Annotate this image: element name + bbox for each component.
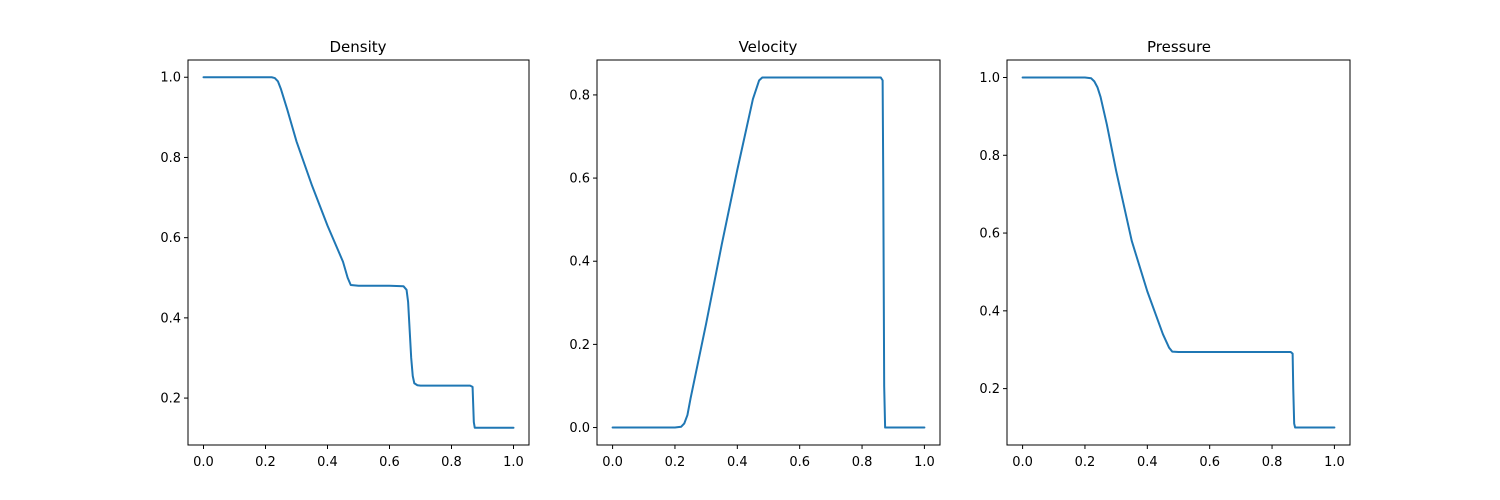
pressure-x-tick-label: 0.6 bbox=[1199, 455, 1220, 470]
pressure-y-tick-label: 1.0 bbox=[979, 71, 1000, 86]
pressure-title: Pressure bbox=[1147, 38, 1211, 56]
density-x-tick-label: 0.6 bbox=[379, 455, 400, 470]
velocity-panel: Velocity 0.0 0.2 0.4 0.6 0.8 1.0 0.0 0.2 0.4 0.6… bbox=[569, 38, 941, 470]
pressure-y-tick-label: 0.4 bbox=[979, 304, 1000, 319]
pressure-y-tick-label: 0.2 bbox=[979, 382, 1000, 397]
velocity-series-line bbox=[611, 76, 926, 429]
density-x-tick-label: 0.8 bbox=[441, 455, 462, 470]
velocity-y-tick-label: 0.0 bbox=[569, 421, 590, 436]
pressure-axes-frame bbox=[1006, 59, 1351, 446]
density-x-tick-label: 1.0 bbox=[503, 455, 524, 470]
density-x-tick-label: 0.2 bbox=[255, 455, 276, 470]
density-y-tick-label: 0.8 bbox=[160, 151, 181, 166]
velocity-y-tick-label: 0.6 bbox=[569, 172, 590, 187]
pressure-series bbox=[1021, 76, 1336, 429]
velocity-x-tick-label: 0.6 bbox=[789, 455, 810, 470]
density-x-tick-label: 0.0 bbox=[193, 455, 214, 470]
velocity-y-tick-label: 0.8 bbox=[569, 88, 590, 103]
density-x-ticks: 0.0 0.2 0.4 0.6 0.8 1.0 bbox=[193, 445, 524, 470]
pressure-series-line bbox=[1021, 76, 1336, 429]
density-title: Density bbox=[329, 38, 386, 56]
density-y-tick-label: 0.4 bbox=[160, 311, 181, 326]
density-series-line bbox=[202, 76, 515, 429]
density-y-tick-label: 0.2 bbox=[160, 392, 181, 407]
velocity-title: Velocity bbox=[739, 38, 798, 56]
pressure-x-tick-label: 0.2 bbox=[1075, 455, 1096, 470]
velocity-x-tick-label: 0.8 bbox=[852, 455, 873, 470]
density-series bbox=[202, 76, 515, 429]
density-y-tick-label: 0.6 bbox=[160, 231, 181, 246]
velocity-axes-frame bbox=[596, 59, 941, 446]
pressure-x-tick-label: 0.8 bbox=[1262, 455, 1283, 470]
pressure-panel: Pressure 0.0 0.2 0.4 0.6 0.8 1.0 0.2 0.4 0.6 0.8… bbox=[979, 38, 1351, 470]
pressure-x-tick-label: 1.0 bbox=[1324, 455, 1345, 470]
pressure-y-tick-label: 0.6 bbox=[979, 227, 1000, 242]
velocity-y-tick-label: 0.2 bbox=[569, 338, 590, 353]
density-y-tick-label: 1.0 bbox=[160, 71, 181, 86]
velocity-x-tick-label: 1.0 bbox=[914, 455, 935, 470]
pressure-x-tick-label: 0.0 bbox=[1012, 455, 1033, 470]
density-x-tick-label: 0.4 bbox=[317, 455, 338, 470]
velocity-x-tick-label: 0.2 bbox=[665, 455, 686, 470]
density-panel: Density 0.0 0.2 0.4 0.6 0.8 1.0 0.2 0.4 0.6 0.8 1… bbox=[160, 38, 530, 470]
pressure-x-ticks: 0.0 0.2 0.4 0.6 0.8 1.0 bbox=[1012, 445, 1345, 470]
velocity-series bbox=[611, 76, 926, 429]
velocity-x-ticks: 0.0 0.2 0.4 0.6 0.8 1.0 bbox=[602, 445, 935, 470]
velocity-x-tick-label: 0.0 bbox=[602, 455, 623, 470]
density-y-ticks: 0.2 0.4 0.6 0.8 1.0 bbox=[160, 71, 188, 407]
velocity-y-tick-label: 0.4 bbox=[569, 255, 590, 270]
velocity-x-tick-label: 0.4 bbox=[727, 455, 748, 470]
pressure-x-tick-label: 0.4 bbox=[1137, 455, 1158, 470]
pressure-y-ticks: 0.2 0.4 0.6 0.8 1.0 bbox=[979, 71, 1007, 397]
density-axes-frame bbox=[187, 59, 530, 446]
pressure-y-tick-label: 0.8 bbox=[979, 149, 1000, 164]
velocity-y-ticks: 0.0 0.2 0.4 0.6 0.8 bbox=[569, 88, 597, 436]
